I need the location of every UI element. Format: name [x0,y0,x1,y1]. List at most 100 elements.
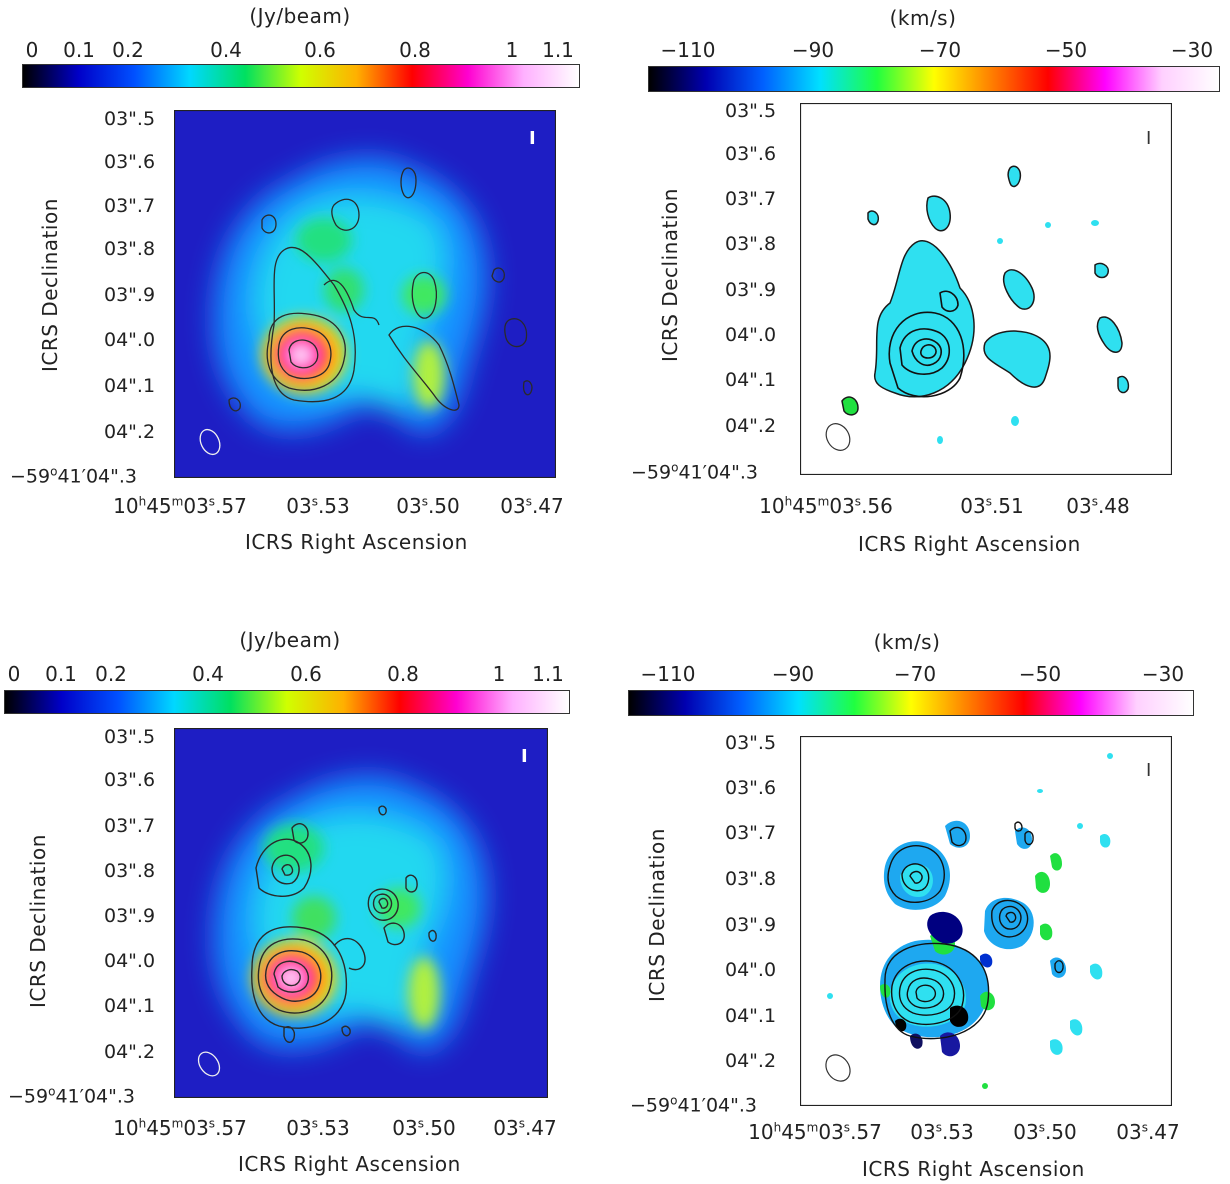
y-tick: 04".0 [104,950,156,972]
y-tick: 03".5 [104,108,156,130]
beam-ellipse [825,1054,851,1082]
y-tick: 04".1 [104,995,156,1017]
y-tick: 03".9 [104,284,156,306]
y-tick: 03".6 [104,769,156,791]
y-tick: 03".9 [725,914,777,936]
colorbar [628,690,1194,716]
x-axis-title: ICRS Right Ascension [238,1152,461,1176]
y-tick: 03".5 [725,100,777,122]
y-tick: 03".6 [104,151,156,173]
colorbar-tick: −110 [640,662,696,686]
y-tick: 03".6 [725,777,777,799]
colorbar-tick: 0.2 [95,662,127,686]
colorbar-tick: 0 [7,662,21,686]
corner-label: I [529,128,536,149]
colorbar-tick: 1.1 [532,662,564,686]
map-frame [174,110,556,478]
y-tick: 03".5 [104,726,156,748]
x-tick: 03s.50 [1013,1120,1077,1144]
y-axis-title: ICRS Declination [645,828,669,1002]
map-frame [800,103,1172,475]
y-tick: 04".2 [725,1050,777,1072]
colorbar [648,66,1220,92]
colorbar-tick: 0.4 [210,38,242,62]
beam-ellipse [199,428,221,456]
map-frame [800,736,1172,1106]
colorbar-tick: −90 [791,38,835,62]
x-tick: 03s.47 [500,494,564,518]
y-tick: 04".1 [725,1005,777,1027]
y-tick: 04".2 [104,421,156,443]
colorbar-tick: 1.1 [542,38,574,62]
colorbar-tick: −50 [1044,38,1088,62]
colorbar-unit-label: (km/s) [889,6,957,30]
y-tick: −59o41′04".3 [631,460,758,484]
x-tick: 03s.47 [493,1116,557,1140]
colorbar-unit-label: (km/s) [873,630,941,654]
colorbar-tick: 0.1 [63,38,95,62]
x-tick: 03s.47 [1116,1120,1180,1144]
y-tick: 03".8 [725,233,777,255]
y-tick: 03".7 [725,822,777,844]
colorbar-tick: −70 [918,38,962,62]
colorbar-tick: 1 [492,662,506,686]
colorbar-tick: 0.1 [45,662,77,686]
y-tick: 03".8 [725,868,777,890]
y-tick: 03".7 [725,188,777,210]
beam-ellipse [825,423,851,451]
velocity-map [800,103,1172,475]
y-tick: 04".2 [104,1041,156,1063]
x-axis-title: ICRS Right Ascension [862,1157,1085,1181]
colorbar-tick: −110 [660,38,716,62]
contours [228,167,533,412]
y-tick: −59o41′04".3 [8,1084,135,1108]
intensity-map [174,728,548,1098]
colorbar-tick: −50 [1018,662,1062,686]
colorbar-tick: −90 [771,662,815,686]
x-tick: 10h45m03s.57 [748,1120,882,1144]
y-tick: 03".8 [104,860,156,882]
y-tick: 03".9 [104,905,156,927]
y-tick: 03".6 [725,143,777,165]
velocity-map [800,736,1172,1106]
y-tick: 03".5 [725,732,777,754]
intensity-map [174,110,556,478]
colorbar [22,64,580,88]
contours [884,821,1064,1040]
x-tick: 03s.50 [392,1116,456,1140]
x-axis-title: ICRS Right Ascension [858,532,1081,556]
colorbar-unit-label: (Jy/beam) [239,628,341,652]
x-tick: 03s.51 [960,494,1024,518]
colorbar-tick: 0.8 [399,38,431,62]
colorbar-unit-label: (Jy/beam) [249,4,351,28]
y-tick: 04".0 [725,959,777,981]
x-tick: 03s.53 [286,494,350,518]
beam-ellipse [197,1051,221,1077]
x-tick: 10h45m03s.57 [113,1116,247,1140]
colorbar-tick: 0.6 [304,38,336,62]
y-tick: 03".7 [104,815,156,837]
colorbar-tick: 0.8 [387,662,419,686]
x-tick: 03s.48 [1066,494,1130,518]
contours [888,290,965,398]
y-axis-title: ICRS Declination [38,198,62,372]
x-tick: 10h45m03s.56 [759,494,893,518]
x-axis-title: ICRS Right Ascension [245,530,468,554]
cyan-regions [867,165,1130,398]
y-tick: 03".8 [104,238,156,260]
colorbar-tick: 0.4 [192,662,224,686]
x-tick: 03s.50 [396,494,460,518]
y-tick: 03".9 [725,279,777,301]
y-tick: 04".1 [104,375,156,397]
x-tick: 10h45m03s.57 [113,494,247,518]
y-tick: 03".7 [104,195,156,217]
colorbar-tick: −30 [1141,662,1185,686]
map-frame [174,728,548,1098]
corner-label: I [1146,128,1152,149]
y-tick: −59o41′04".3 [630,1093,757,1117]
y-tick: 04".2 [725,415,777,437]
y-tick: −59o41′04".3 [10,464,137,488]
x-tick: 03s.53 [286,1116,350,1140]
y-axis-title: ICRS Declination [26,834,50,1008]
colorbar-tick: −30 [1170,38,1214,62]
